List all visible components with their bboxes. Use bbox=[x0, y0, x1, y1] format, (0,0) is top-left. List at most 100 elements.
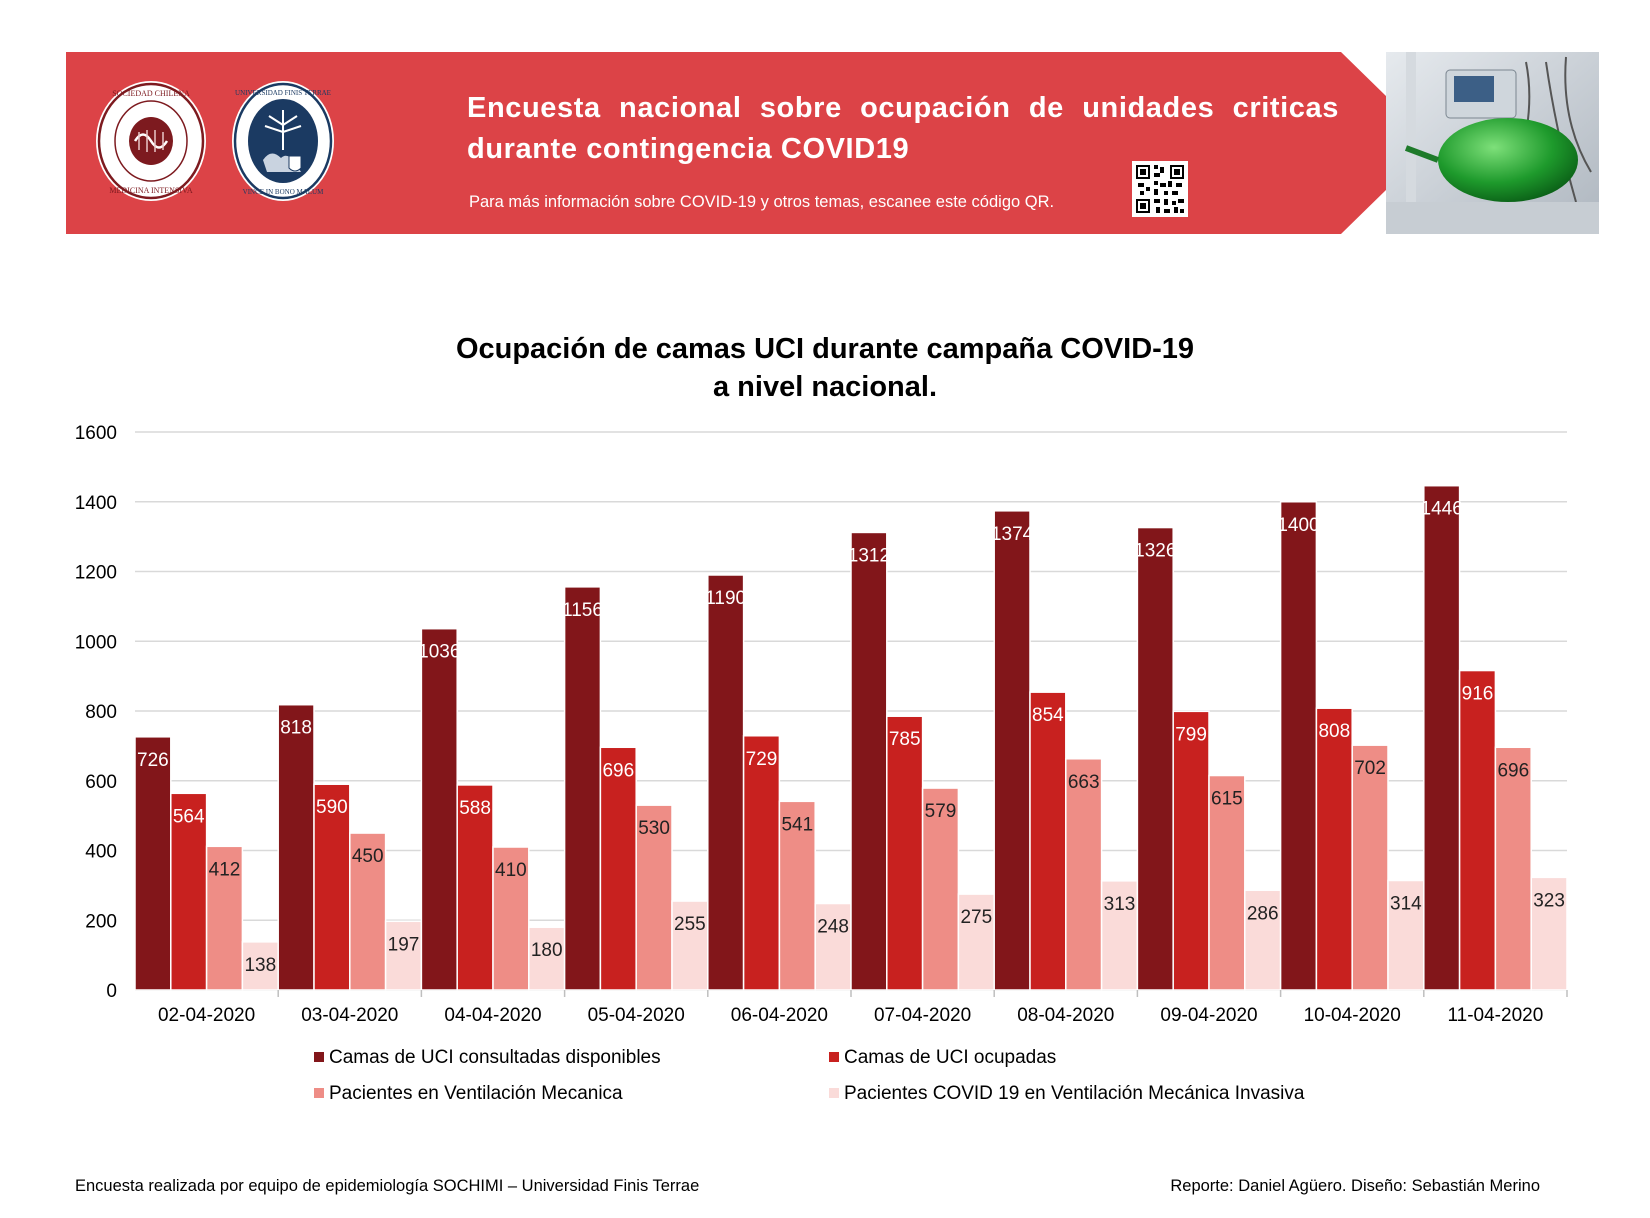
data-label: 1446 bbox=[1421, 499, 1463, 520]
data-label: 916 bbox=[1462, 684, 1494, 705]
bar bbox=[742, 735, 781, 991]
bar bbox=[349, 832, 387, 991]
data-label: 818 bbox=[280, 718, 312, 739]
bar bbox=[384, 920, 423, 991]
finis-terrae-logo: UNIVERSIDAD FINIS TERRAE VINCE IN BONO M… bbox=[232, 81, 334, 201]
x-tick-label: 06-04-2020 bbox=[731, 1005, 828, 1026]
bar bbox=[1029, 691, 1067, 991]
data-label: 579 bbox=[925, 801, 957, 822]
qr-code-icon[interactable] bbox=[1132, 161, 1188, 217]
bar bbox=[1065, 758, 1103, 991]
legend-item-disponibles: Camas de UCI consultadas disponibles bbox=[314, 1046, 661, 1070]
bar bbox=[1458, 669, 1497, 991]
data-labels: 726 564 412 138 818 590 450 197 1036 588 410 180 115… bbox=[137, 499, 1565, 976]
data-label: 323 bbox=[1533, 890, 1565, 911]
x-tick-label: 09-04-2020 bbox=[1160, 1005, 1257, 1026]
data-label: 564 bbox=[173, 806, 205, 827]
bar bbox=[1423, 484, 1461, 991]
data-label: 180 bbox=[531, 940, 563, 961]
bar bbox=[1279, 501, 1318, 991]
y-tick-label: 400 bbox=[85, 842, 117, 863]
bar bbox=[456, 784, 494, 991]
sochimi-logo-text: SOCIEDAD CHILENA bbox=[112, 89, 190, 98]
bar bbox=[921, 787, 960, 991]
data-label: 530 bbox=[638, 818, 670, 839]
data-label: 286 bbox=[1247, 903, 1279, 924]
data-label: 450 bbox=[352, 846, 384, 867]
x-tick-label: 05-04-2020 bbox=[588, 1005, 685, 1026]
data-label: 1156 bbox=[562, 600, 603, 621]
data-label: 255 bbox=[674, 914, 706, 935]
data-label: 726 bbox=[137, 750, 169, 771]
bar bbox=[492, 846, 530, 991]
bar bbox=[134, 736, 172, 991]
data-label: 1374 bbox=[991, 524, 1034, 545]
data-label: 541 bbox=[781, 814, 813, 835]
bar bbox=[1208, 774, 1246, 991]
legend-swatch bbox=[314, 1052, 324, 1062]
y-axis-ticks: 0 200 400 600 800 1000 1200 1400 1600 bbox=[75, 423, 117, 1002]
data-label: 197 bbox=[388, 934, 420, 955]
footer-credits-left: Encuesta realizada por equipo de epidemi… bbox=[75, 1177, 700, 1195]
legend-item-ventilacion: Pacientes en Ventilación Mecanica bbox=[314, 1082, 623, 1106]
bar bbox=[778, 800, 816, 991]
bar bbox=[1100, 880, 1139, 991]
x-tick-label: 08-04-2020 bbox=[1017, 1005, 1114, 1026]
chart-title-line2: a nivel nacional. bbox=[712, 371, 938, 403]
bar bbox=[170, 792, 208, 991]
x-tick-label: 02-04-2020 bbox=[158, 1005, 255, 1026]
data-label: 615 bbox=[1211, 789, 1243, 810]
legend-item-covid-invasiva: Pacientes COVID 19 en Ventilación Mecáni… bbox=[829, 1082, 1304, 1106]
bars bbox=[134, 484, 1568, 991]
x-tick-label: 07-04-2020 bbox=[874, 1005, 971, 1026]
data-label: 799 bbox=[1175, 724, 1207, 745]
bar bbox=[1494, 746, 1532, 991]
svg-text:UNIVERSIDAD FINIS TERRAE: UNIVERSIDAD FINIS TERRAE bbox=[235, 89, 331, 97]
bar bbox=[1387, 879, 1425, 991]
bar bbox=[1315, 707, 1353, 991]
legend-item-ocupadas: Camas de UCI ocupadas bbox=[829, 1046, 1056, 1070]
legend-swatch bbox=[829, 1088, 839, 1098]
x-tick-label: 11-04-2020 bbox=[1448, 1005, 1544, 1026]
bar bbox=[850, 531, 888, 991]
ventilator-photo bbox=[1386, 52, 1599, 234]
data-label: 138 bbox=[244, 955, 276, 976]
chart-title: Ocupación de camas UCI durante campaña C… bbox=[0, 330, 1650, 406]
data-label: 412 bbox=[209, 859, 241, 880]
data-label: 410 bbox=[495, 860, 527, 881]
banner-title: Encuesta nacional sobre ocupación de uni… bbox=[467, 92, 1339, 165]
bar bbox=[671, 900, 709, 991]
data-label: 1400 bbox=[1277, 515, 1319, 536]
header-banner: SOCIEDAD CHILENA MEDICINA INTENSIVA UNIV… bbox=[66, 52, 1599, 234]
data-label: 1312 bbox=[848, 545, 890, 566]
bar bbox=[886, 715, 924, 991]
data-label: 808 bbox=[1318, 721, 1350, 742]
data-label: 663 bbox=[1068, 772, 1100, 793]
data-label: 785 bbox=[889, 729, 921, 750]
y-tick-label: 1400 bbox=[75, 493, 117, 514]
data-label: 854 bbox=[1032, 705, 1064, 726]
data-label: 1326 bbox=[1134, 541, 1176, 562]
data-label: 1190 bbox=[705, 588, 746, 609]
legend-swatch bbox=[314, 1088, 324, 1098]
bar bbox=[1136, 526, 1174, 991]
bar bbox=[563, 586, 602, 991]
data-label: 729 bbox=[746, 749, 778, 770]
data-label: 590 bbox=[316, 797, 348, 818]
data-label: 696 bbox=[602, 760, 634, 781]
bar bbox=[707, 574, 745, 991]
y-tick-label: 1000 bbox=[75, 632, 117, 653]
y-tick-label: 0 bbox=[106, 981, 117, 1002]
sochimi-logo: SOCIEDAD CHILENA MEDICINA INTENSIVA bbox=[96, 81, 206, 201]
data-label: 1036 bbox=[418, 642, 460, 663]
data-label: 588 bbox=[459, 798, 491, 819]
x-tick-label: 04-04-2020 bbox=[444, 1005, 541, 1026]
chart-title-line1: Ocupación de camas UCI durante campaña C… bbox=[455, 333, 1195, 365]
bar bbox=[1530, 876, 1568, 991]
y-tick-label: 1600 bbox=[75, 423, 117, 444]
data-label: 702 bbox=[1354, 758, 1386, 779]
y-tick-label: 600 bbox=[85, 772, 117, 793]
x-tick-label: 03-04-2020 bbox=[301, 1005, 398, 1026]
bar bbox=[420, 627, 458, 991]
